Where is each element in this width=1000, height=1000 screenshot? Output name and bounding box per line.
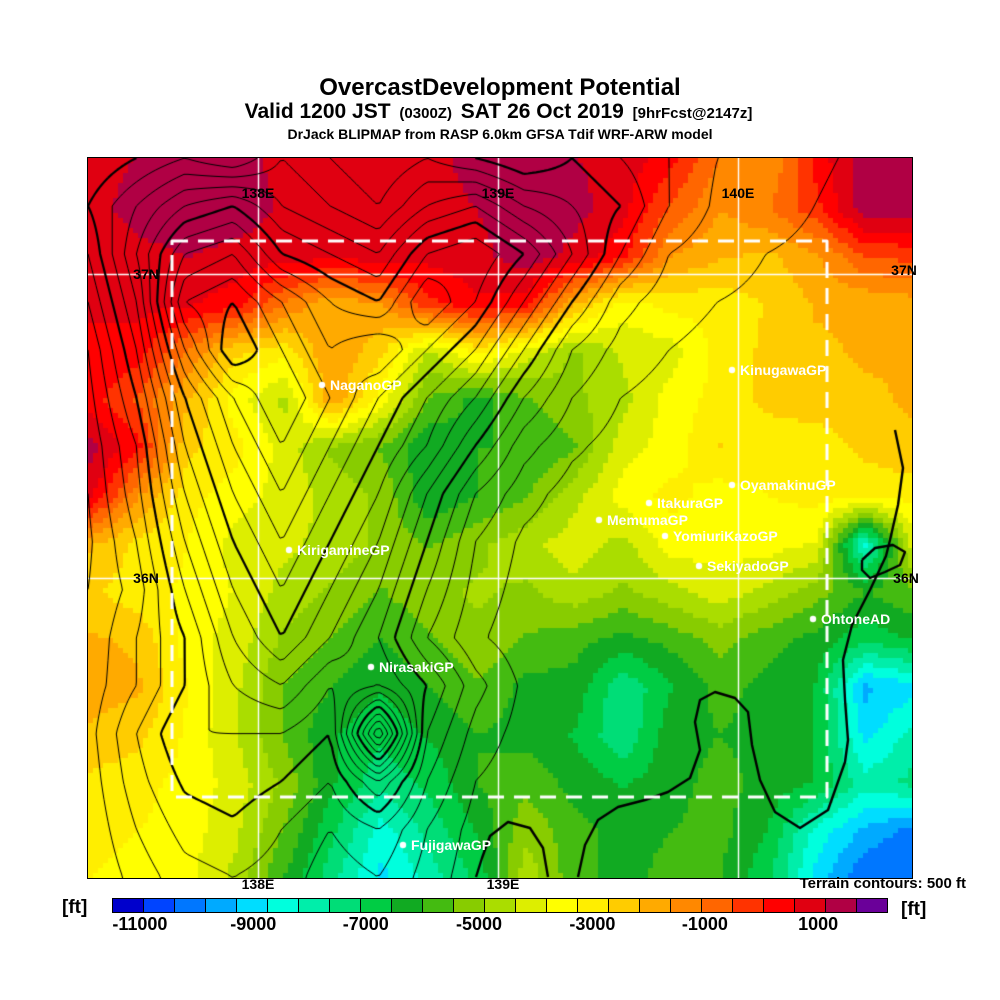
colorbar-segment	[423, 899, 454, 912]
colorbar-segment	[392, 899, 423, 912]
map-area	[87, 157, 913, 879]
colorbar-tick: -9000	[230, 914, 277, 934]
site-label-naganogp: NaganoGP	[330, 377, 402, 393]
colorbar-segment	[578, 899, 609, 912]
coord-label-36n: 36N	[893, 570, 919, 586]
page-title: OvercastDevelopment Potential	[319, 74, 681, 101]
valid-time: Valid 1200 JST	[244, 100, 391, 123]
valid-time-utc: (0300Z)	[399, 105, 452, 122]
site-label-sekiyadogp: SekiyadoGP	[707, 558, 789, 574]
colorbar-segment	[454, 899, 485, 912]
colorbar-tick: 1000	[798, 914, 839, 934]
colorbar-segment	[764, 899, 795, 912]
coord-label-138e: 138E	[241, 876, 275, 892]
colorbar-segment	[640, 899, 671, 912]
site-label-memumagp: MemumaGP	[607, 512, 688, 528]
colorbar-segment	[671, 899, 702, 912]
colorbar-segment	[795, 899, 826, 912]
coord-label-139e: 139E	[481, 185, 515, 201]
colorbar-segment	[516, 899, 547, 912]
colorbar-segment	[206, 899, 237, 912]
coord-label-37n: 37N	[133, 266, 159, 282]
forecast-lead: [9hrFcst@2147z]	[632, 105, 753, 122]
site-label-nirasakigp: NirasakiGP	[379, 659, 454, 675]
map-canvas	[88, 158, 912, 878]
coord-label-140e: 140E	[721, 185, 755, 201]
terrain-contours-note: Terrain contours: 500 ft	[799, 875, 966, 892]
model-line: DrJack BLIPMAP from RASP 6.0km GFSA Tdif…	[287, 126, 713, 142]
colorbar-segment	[175, 899, 206, 912]
colorbar-tick: -7000	[342, 914, 389, 934]
valid-date: SAT 26 Oct 2019	[460, 100, 624, 123]
colorbar-segment	[485, 899, 516, 912]
site-label-itakuragp: ItakuraGP	[657, 495, 724, 511]
colorbar-segment	[299, 899, 330, 912]
colorbar-segment	[330, 899, 361, 912]
coord-label-139e: 139E	[486, 876, 520, 892]
colorbar-unit-left: [ft]	[62, 897, 88, 918]
colorbar-segment	[268, 899, 299, 912]
colorbar-segment	[547, 899, 578, 912]
coord-label-138e: 138E	[241, 185, 275, 201]
site-label-kinugawagp: KinugawaGP	[740, 362, 827, 378]
colorbar-segment	[609, 899, 640, 912]
colorbar	[112, 898, 888, 913]
colorbar-segment	[237, 899, 268, 912]
valid-time-line: Valid 1200 JST (0300Z) SAT 26 Oct 2019 […	[0, 100, 1000, 124]
colorbar-segment	[733, 899, 764, 912]
site-label-ohtonead: OhtoneAD	[821, 611, 891, 627]
site-label-kirigaminegp: KirigamineGP	[297, 542, 390, 558]
colorbar-segment	[702, 899, 733, 912]
site-label-fujigawagp: FujigawaGP	[411, 837, 492, 853]
colorbar-tick: -11000	[112, 914, 168, 934]
colorbar-segment	[113, 899, 144, 912]
colorbar-unit-right: [ft]	[901, 899, 927, 920]
colorbar-segment	[857, 899, 887, 912]
site-label-oyamakinugp: OyamakinuGP	[740, 477, 836, 493]
coord-label-36n: 36N	[133, 570, 159, 586]
coord-label-37n: 37N	[891, 262, 917, 278]
colorbar-tick: -1000	[681, 914, 728, 934]
colorbar-segment	[361, 899, 392, 912]
site-label-yomiurikazogp: YomiuriKazoGP	[673, 528, 778, 544]
colorbar-tick: -5000	[456, 914, 503, 934]
colorbar-tick: -3000	[569, 914, 616, 934]
colorbar-segment	[144, 899, 175, 912]
colorbar-segment	[826, 899, 857, 912]
